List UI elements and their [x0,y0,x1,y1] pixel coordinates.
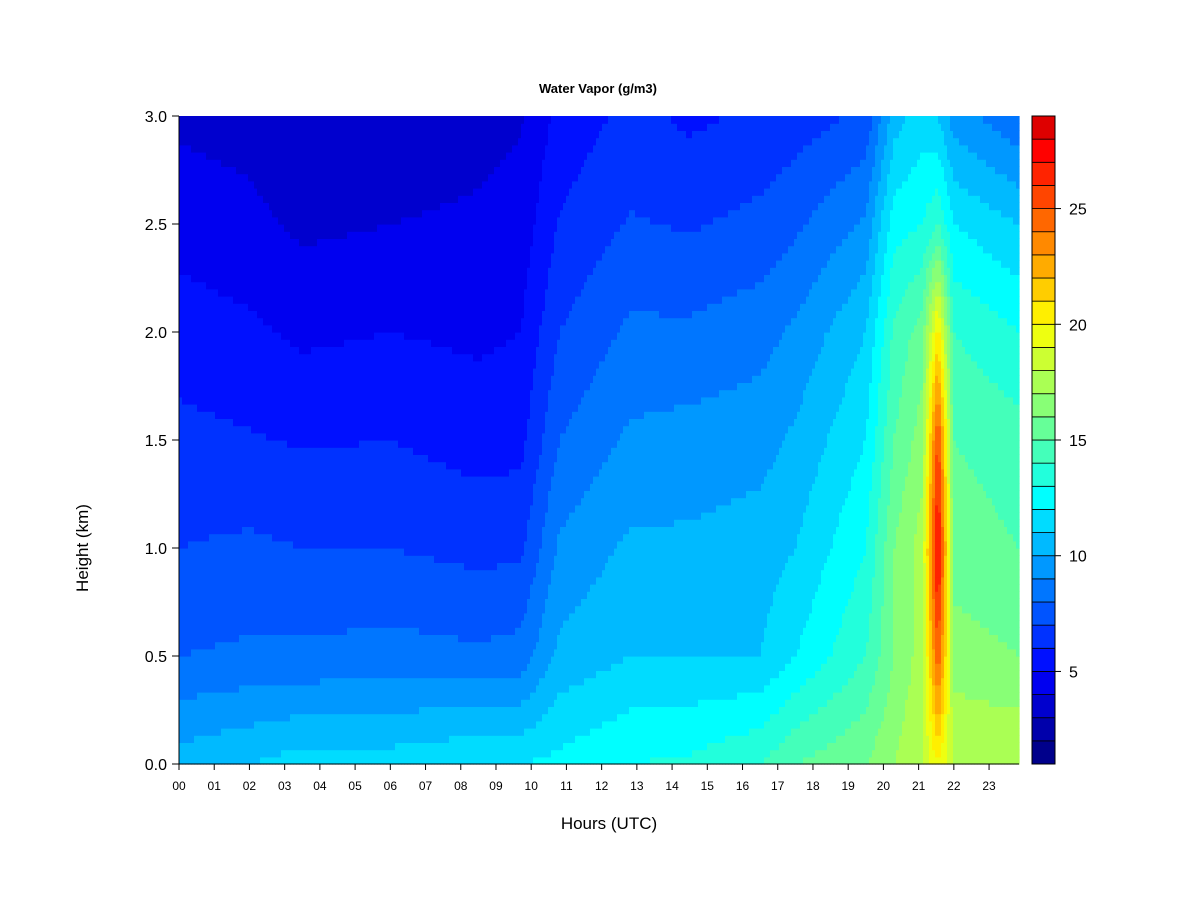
heatmap-plot-area [179,116,1020,765]
